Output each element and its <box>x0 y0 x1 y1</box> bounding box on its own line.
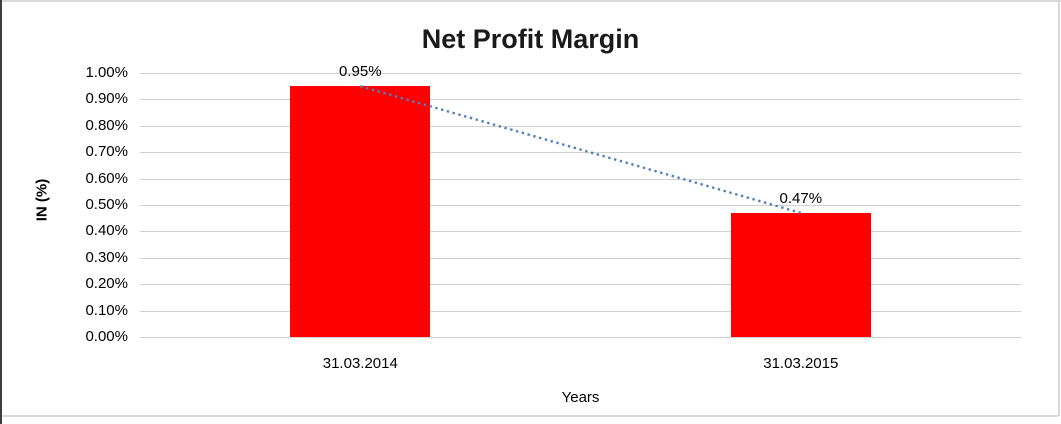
y-axis-tick-label: 0.30% <box>85 248 128 266</box>
y-axis-tick-label: 0.60% <box>85 169 128 187</box>
gridline <box>140 205 1021 206</box>
y-axis-tick-label: 0.10% <box>85 301 128 319</box>
bar-31.03.2014 <box>290 86 431 337</box>
gridline <box>140 178 1021 180</box>
gridline <box>140 284 1021 286</box>
frame-border-left <box>0 0 2 424</box>
frame-border-bottom <box>0 415 1058 417</box>
gridline <box>140 125 1021 127</box>
frame-border-right <box>1058 0 1060 416</box>
gridline <box>140 337 1021 338</box>
x-axis-tick-label: 31.03.2014 <box>322 355 398 372</box>
gridline <box>140 310 1021 312</box>
y-axis-tick-label: 0.80% <box>85 116 128 134</box>
y-axis-tick-label: 0.70% <box>85 143 128 161</box>
y-axis-tick-label: 0.90% <box>85 90 128 108</box>
gridline <box>140 152 1021 154</box>
y-axis-tick-label: 0.20% <box>85 275 128 293</box>
gridline <box>140 231 1021 233</box>
x-axis-title: Years <box>561 389 600 406</box>
gridline <box>140 257 1021 259</box>
gridline <box>140 99 1021 101</box>
y-axis-tick-label: 0.50% <box>85 196 128 213</box>
bar-data-label: 0.47% <box>779 189 823 207</box>
gridline <box>140 73 1021 74</box>
y-axis-tick-label: 0.40% <box>85 222 128 240</box>
bar-31.03.2015 <box>730 212 871 337</box>
chart-title: Net Profit Margin <box>421 24 640 54</box>
bar-data-label: 0.95% <box>339 63 382 81</box>
y-axis-tick-label: 1.00% <box>85 64 128 81</box>
frame-border-top <box>0 0 1061 2</box>
x-axis-tick-label: 31.03.2015 <box>763 355 839 372</box>
y-axis-tick-label: 0.00% <box>85 328 128 345</box>
